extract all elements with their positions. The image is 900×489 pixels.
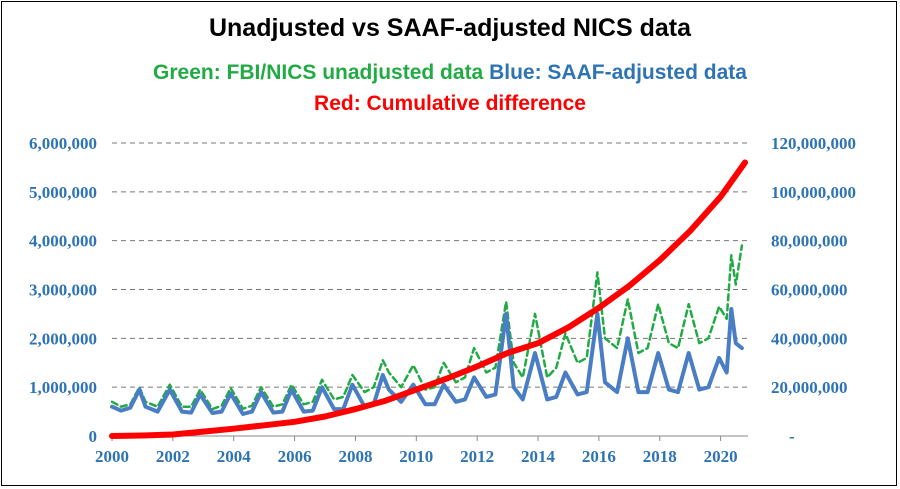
y-right-tick-label: 120,000,000 xyxy=(771,134,856,153)
y-left-tick-label: 6,000,000 xyxy=(29,134,97,153)
x-tick-label: 2004 xyxy=(217,447,252,466)
y-left-tick-label: 2,000,000 xyxy=(29,329,97,348)
x-tick-label: 2018 xyxy=(643,447,677,466)
y-right-tick-label: 40,000,000 xyxy=(771,329,848,348)
y-left-tick-label: 3,000,000 xyxy=(29,281,97,300)
series-line-unadjusted xyxy=(110,244,744,411)
legend-red-label: Red: Cumulative difference xyxy=(314,92,586,115)
y-right-tick-label: 20,000,000 xyxy=(771,378,848,397)
x-tick-label: 2014 xyxy=(521,447,556,466)
y-right-tick-label: 60,000,000 xyxy=(771,281,848,300)
series-line-cumulative-difference xyxy=(109,159,748,439)
x-tick-label: 2008 xyxy=(338,447,372,466)
y-right-tick-label: 100,000,000 xyxy=(771,183,856,202)
y-left-tick-label: 5,000,000 xyxy=(29,183,97,202)
y-right-tick-label: 80,000,000 xyxy=(771,232,848,251)
y-right-tick-label: - xyxy=(789,427,795,446)
x-tick-label: 2010 xyxy=(399,447,433,466)
x-tick-label: 2006 xyxy=(278,447,312,466)
series-lines xyxy=(109,159,748,439)
x-tick-label: 2016 xyxy=(582,447,616,466)
legend-green-label: Green: FBI/NICS unadjusted data xyxy=(153,61,484,84)
legend-blue-label: Blue: SAAF-adjusted data xyxy=(489,61,747,84)
chart-subtitle-legend: Green: FBI/NICS unadjusted data Blue: SA… xyxy=(0,61,900,85)
x-tick-label: 2020 xyxy=(704,447,738,466)
tick-labels: 0 - 1,000,000 20,000,000 2,000,000 40,000,000… xyxy=(29,134,856,466)
x-tick-label: 2012 xyxy=(460,447,494,466)
chart-title: Unadjusted vs SAAF-adjusted NICS data xyxy=(208,14,692,42)
y-left-tick-label: 4,000,000 xyxy=(29,232,97,251)
series-line-saaf-adjusted xyxy=(110,307,744,416)
y-left-tick-label: 0 xyxy=(89,427,98,446)
x-tick-label: 2000 xyxy=(95,447,129,466)
axes xyxy=(111,435,748,441)
x-tick-label: 2002 xyxy=(156,447,190,466)
y-left-tick-label: 1,000,000 xyxy=(29,378,97,397)
